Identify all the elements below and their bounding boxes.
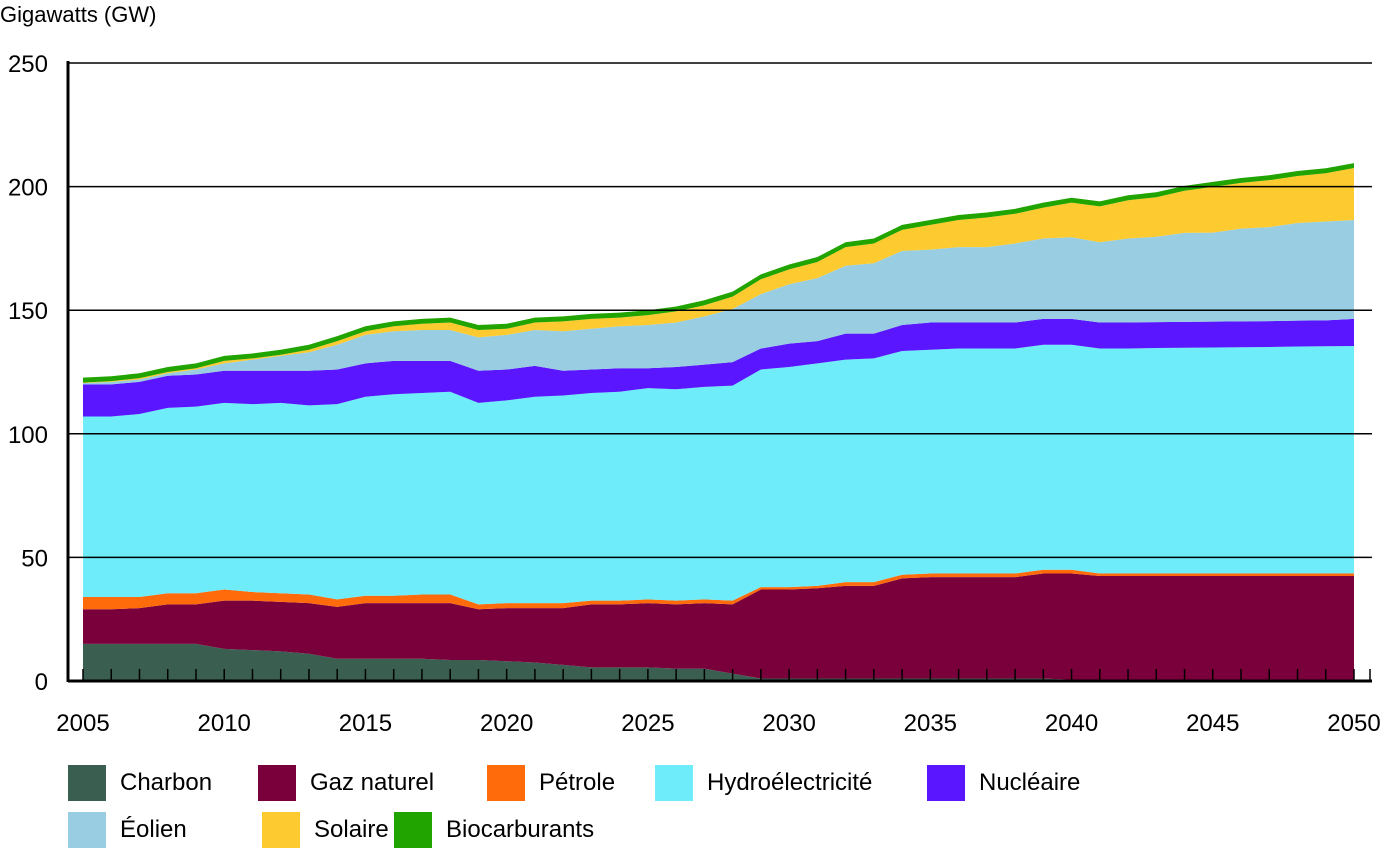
- area-gaz-naturel: [83, 573, 1354, 681]
- legend-swatch: [258, 765, 296, 801]
- x-tick-label: 2020: [480, 710, 533, 737]
- areas-group: [83, 163, 1354, 681]
- legend-item: Solaire: [262, 812, 389, 848]
- legend-label: Hydroélectricité: [707, 769, 873, 796]
- gridlines-group: [68, 62, 1372, 559]
- legend-swatch: [655, 765, 693, 801]
- x-tick-label: 2030: [762, 710, 815, 737]
- legend-item: Hydroélectricité: [655, 765, 872, 801]
- x-tick-label: 2040: [1045, 710, 1098, 737]
- legend-label: Charbon: [120, 769, 213, 796]
- stacked-area-chart: 0 50 100 150 200 250 2005 2010 2015 2020 2025 2030 2…: [8, 51, 1381, 737]
- x-tick-label: 2010: [198, 710, 251, 737]
- y-tick-label: 100: [8, 422, 48, 449]
- legend-swatch: [394, 812, 432, 848]
- legend-item: Éolien: [68, 812, 187, 848]
- legend-item: Biocarburants: [394, 812, 594, 848]
- area-nucl-aire: [83, 318, 1354, 417]
- legend-item: Pétrole: [487, 765, 615, 801]
- legend-label: Biocarburants: [446, 816, 595, 843]
- legend-label: Gaz naturel: [310, 769, 435, 796]
- legend-label: Pétrole: [539, 769, 616, 796]
- area-charbon: [83, 643, 1354, 681]
- legend-swatch: [68, 765, 106, 801]
- tick-labels-group: 0 50 100 150 200 250 2005 2010 2015 2020 2025 2030 2…: [8, 51, 1381, 737]
- x-tick-label: 2045: [1186, 710, 1239, 737]
- legend-item: Charbon: [68, 765, 212, 801]
- area-hydro-lectricit-: [83, 344, 1354, 605]
- legend-label: Solaire: [314, 816, 389, 843]
- x-tick-label: 2015: [339, 710, 392, 737]
- y-tick-label: 0: [35, 669, 48, 696]
- axes-group: [66, 61, 1372, 683]
- legend-swatch: [927, 765, 965, 801]
- y-tick-label: 250: [8, 51, 48, 78]
- x-tick-label: 2025: [621, 710, 674, 737]
- area--olien: [83, 219, 1354, 385]
- y-tick-label: 150: [8, 298, 48, 325]
- area-solaire: [83, 168, 1354, 384]
- legend-item: Nucléaire: [927, 765, 1080, 801]
- legend-label: Éolien: [120, 816, 187, 843]
- x-tick-label: 2035: [904, 710, 957, 737]
- legend-swatch: [262, 812, 300, 848]
- y-tick-label: 50: [21, 545, 48, 572]
- legend-swatch: [487, 765, 525, 801]
- x-tick-label: 2050: [1327, 710, 1380, 737]
- legend-swatch: [68, 812, 106, 848]
- legend-label: Nucléaire: [979, 769, 1081, 796]
- area-biocarburants: [83, 163, 1354, 383]
- legend-item: Gaz naturel: [258, 765, 434, 801]
- x-tick-label: 2005: [56, 710, 109, 737]
- area-p-trole: [83, 569, 1354, 610]
- y-axis-title: Gigawatts (GW): [0, 2, 157, 27]
- y-tick-label: 200: [8, 175, 48, 202]
